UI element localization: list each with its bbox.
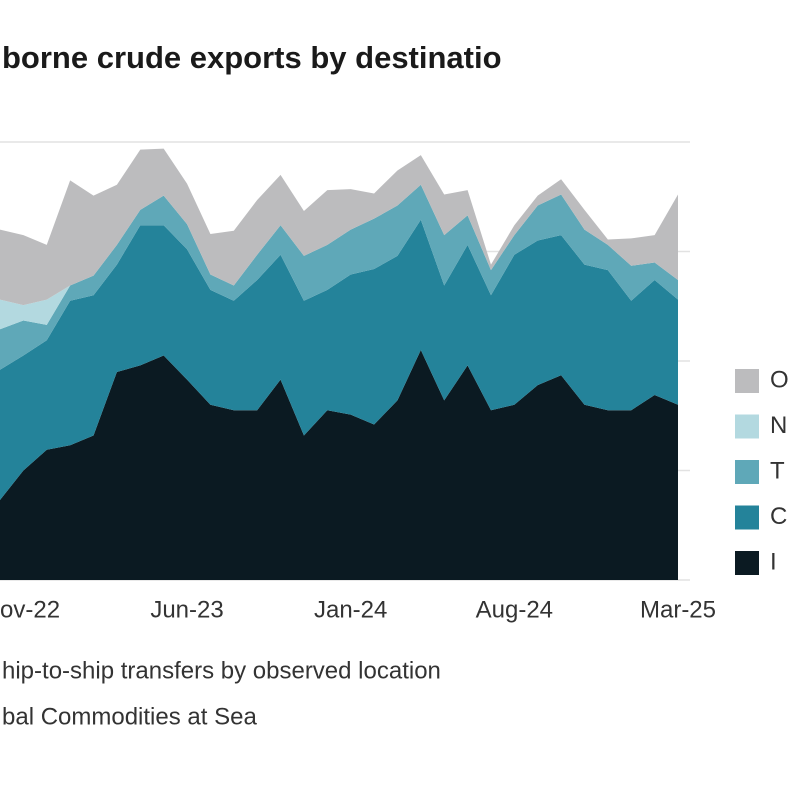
legend-swatch [735, 460, 759, 484]
legend-swatch [735, 551, 759, 575]
legend-label: I [770, 548, 777, 575]
area [0, 219, 678, 501]
area [0, 148, 678, 306]
x-tick-label: Mar-25 [640, 596, 716, 623]
legend-swatch [735, 505, 759, 530]
legend-label: T [770, 457, 785, 484]
legend-label: C [770, 503, 787, 530]
legend-label: N [770, 412, 787, 439]
x-tick-label: ov-22 [0, 596, 60, 623]
legend-label: O [770, 366, 789, 393]
chart-title: borne crude exports by destinatio [2, 40, 502, 75]
x-tick-label: Aug-24 [476, 596, 553, 623]
area [0, 350, 678, 580]
area [0, 184, 678, 370]
legend-swatch [735, 369, 759, 393]
x-tick-label: Jan-24 [314, 596, 387, 623]
chart-note: hip-to-ship transfers by observed locati… [2, 657, 441, 684]
legend-swatch [735, 414, 759, 439]
chart-note: bal Commodities at Sea [2, 703, 257, 730]
x-tick-label: Jun-23 [150, 596, 223, 623]
areas [0, 148, 678, 580]
